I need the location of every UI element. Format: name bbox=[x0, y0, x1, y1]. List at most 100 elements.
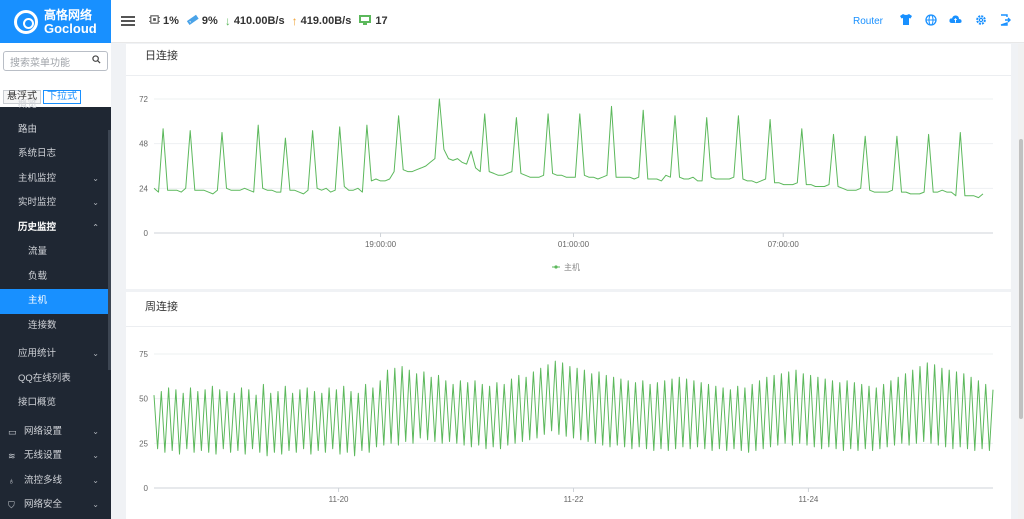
globe-icon[interactable] bbox=[924, 13, 937, 29]
weekly-connections-card: 周连接 0 25 50 75 11-20 11-22 11-24 bbox=[126, 292, 1011, 519]
weekly-chart-title: 周连接 bbox=[145, 301, 178, 313]
sidebar: 高恪网络 Gocloud 搜索菜单功能 悬浮式 下拉式 概览 路由 系统日志 主… bbox=[0, 0, 111, 519]
x-tick-label: 11-24 bbox=[798, 495, 818, 504]
top-bar: 1% 9% ↓ 410.00B/s ↑ 419.00B/s 17 Router bbox=[111, 0, 1024, 43]
gocloud-logo-icon bbox=[14, 9, 38, 34]
arrow-down-icon: ↓ bbox=[224, 14, 231, 28]
sidebar-item-traffic[interactable]: 流量 bbox=[28, 246, 48, 257]
y-tick-label: 48 bbox=[139, 140, 148, 149]
shield-icon: ⛉ bbox=[8, 500, 15, 510]
x-tick-label: 01:00:00 bbox=[558, 240, 590, 249]
sidebar-item-label: 流控多线 bbox=[24, 474, 63, 486]
cloud-upload-icon[interactable] bbox=[949, 14, 962, 28]
sidebar-item-label: 应用统计 bbox=[18, 348, 57, 359]
page-scrollbar[interactable] bbox=[1018, 44, 1024, 519]
chevron-up-icon: ⌃ bbox=[92, 222, 99, 232]
chevron-down-icon: ⌄ bbox=[92, 451, 99, 460]
menu-search-input[interactable]: 搜索菜单功能 bbox=[3, 51, 108, 71]
series-line bbox=[153, 360, 994, 457]
legend-label: 主机 bbox=[564, 262, 580, 272]
sidebar-item-wireless-settings[interactable]: ≋ 无线设置 ⌄ bbox=[0, 444, 111, 469]
cpu-value: 1% bbox=[163, 15, 179, 27]
sidebar-item-host-monitor[interactable]: 主机监控 ⌄ bbox=[0, 167, 111, 192]
chevron-down-icon: ⌄ bbox=[92, 349, 99, 358]
cpu-icon bbox=[149, 14, 160, 28]
x-tick-label: 19:00:00 bbox=[365, 240, 397, 249]
memory-icon bbox=[186, 13, 199, 29]
brand-logo[interactable]: 高恪网络 Gocloud bbox=[0, 0, 111, 43]
daily-connections-card: 日连接 0 24 48 72 19:00:00 01:00:00 07:00:00 主机 bbox=[126, 44, 1011, 289]
hosts-value: 17 bbox=[375, 15, 388, 27]
sidebar-scrollbar[interactable] bbox=[108, 130, 111, 370]
main-content: 日连接 0 24 48 72 19:00:00 01:00:00 07:00:00 主机 周连… bbox=[111, 44, 1024, 519]
sidebar-item-app-stats[interactable]: 应用统计 ⌄ bbox=[0, 342, 111, 367]
series-line bbox=[153, 98, 984, 199]
sitemap-icon: ♁ bbox=[8, 475, 15, 486]
gear-icon[interactable] bbox=[974, 14, 987, 29]
y-tick-label: 0 bbox=[144, 484, 149, 493]
search-placeholder: 搜索菜单功能 bbox=[10, 57, 70, 69]
y-tick-label: 0 bbox=[144, 229, 149, 238]
sidebar-item-history-monitor[interactable]: 历史监控 ⌃ bbox=[0, 216, 111, 241]
sidebar-item-network-security[interactable]: ⛉ 网络安全 ⌄ bbox=[0, 493, 111, 518]
y-tick-label: 25 bbox=[139, 439, 148, 448]
arrow-up-icon: ↑ bbox=[291, 14, 298, 28]
scrollbar-thumb[interactable] bbox=[1019, 139, 1023, 419]
upload-value: 419.00B/s bbox=[300, 15, 352, 27]
router-label[interactable]: Router bbox=[852, 15, 883, 27]
weekly-connections-chart: 0 25 50 75 11-20 11-22 11-24 bbox=[139, 350, 994, 504]
mode-tab-float[interactable]: 悬浮式 bbox=[3, 90, 41, 104]
sidebar-item-host[interactable]: 主机 bbox=[0, 289, 111, 314]
y-tick-label: 75 bbox=[139, 350, 148, 359]
y-tick-label: 50 bbox=[139, 395, 148, 404]
memory-stat: 9% bbox=[186, 13, 218, 29]
download-stat: ↓ 410.00B/s bbox=[225, 14, 285, 28]
sidebar-item-connections[interactable]: 连接数 bbox=[28, 319, 57, 331]
chart-legend: 主机 bbox=[552, 262, 580, 272]
x-tick-label: 11-20 bbox=[329, 495, 349, 504]
sidebar-item-label: 网络安全 bbox=[24, 499, 63, 510]
sidebar-item-realtime-monitor[interactable]: 实时监控 ⌄ bbox=[0, 191, 111, 216]
sidebar-item-interface-overview[interactable]: 接口概览 bbox=[18, 397, 57, 408]
monitor-icon bbox=[358, 14, 372, 29]
sidebar-item-flow-control[interactable]: ♁ 流控多线 ⌄ bbox=[0, 469, 111, 494]
brand-name-cn: 高恪网络 bbox=[44, 7, 93, 22]
chevron-down-icon: ⌄ bbox=[92, 426, 99, 436]
y-tick-label: 24 bbox=[139, 184, 148, 193]
sidebar-item-syslog[interactable]: 系统日志 bbox=[18, 148, 57, 159]
sidebar-item-label: 无线设置 bbox=[24, 450, 63, 461]
sidebar-item-qq-list[interactable]: QQ在线列表 bbox=[18, 372, 71, 384]
wifi-icon: ≋ bbox=[8, 451, 16, 461]
y-tick-label: 72 bbox=[139, 95, 148, 104]
chevron-down-icon: ⌄ bbox=[92, 173, 99, 183]
logout-icon[interactable] bbox=[999, 13, 1012, 29]
brand-name-en: Gocloud bbox=[44, 20, 97, 36]
download-value: 410.00B/s bbox=[233, 15, 285, 27]
sidebar-item-network-settings[interactable]: ▭ 网络设置 ⌄ bbox=[0, 420, 111, 445]
hosts-stat: 17 bbox=[358, 14, 388, 29]
search-icon[interactable] bbox=[92, 55, 101, 67]
menu-toggle-icon[interactable] bbox=[121, 14, 135, 29]
sidebar-menu: 概览 路由 系统日志 主机监控 ⌄ 实时监控 ⌄ 历史监控 ⌃ 流量 负载 主机 连接… bbox=[0, 93, 111, 518]
sidebar-item-label: 实时监控 bbox=[18, 197, 57, 208]
memory-value: 9% bbox=[201, 15, 218, 27]
sidebar-item-load[interactable]: 负载 bbox=[28, 270, 48, 282]
x-tick-label: 07:00:00 bbox=[768, 240, 800, 249]
chevron-down-icon: ⌄ bbox=[92, 475, 99, 485]
sidebar-item-label: 历史监控 bbox=[18, 221, 57, 233]
sidebar-item-overview[interactable]: 概览 bbox=[18, 99, 38, 110]
mode-tab-dropdown[interactable]: 下拉式 bbox=[43, 90, 81, 104]
sidebar-item-label: 主机监控 bbox=[18, 172, 57, 184]
x-tick-label: 11-22 bbox=[564, 495, 584, 504]
daily-connections-chart: 0 24 48 72 19:00:00 01:00:00 07:00:00 主机 bbox=[139, 95, 993, 272]
cpu-stat: 1% bbox=[149, 14, 179, 28]
sidebar-item-route[interactable]: 路由 bbox=[18, 123, 38, 135]
chevron-down-icon: ⌄ bbox=[92, 198, 99, 207]
legend-swatch-dot bbox=[554, 265, 558, 269]
upload-stat: ↑ 419.00B/s bbox=[292, 14, 352, 28]
tshirt-icon[interactable] bbox=[899, 14, 912, 28]
sidebar-item-label: 网络设置 bbox=[24, 425, 63, 437]
monitor-icon: ▭ bbox=[8, 426, 17, 437]
chevron-down-icon: ⌄ bbox=[92, 500, 99, 509]
daily-chart-title: 日连接 bbox=[145, 50, 178, 62]
